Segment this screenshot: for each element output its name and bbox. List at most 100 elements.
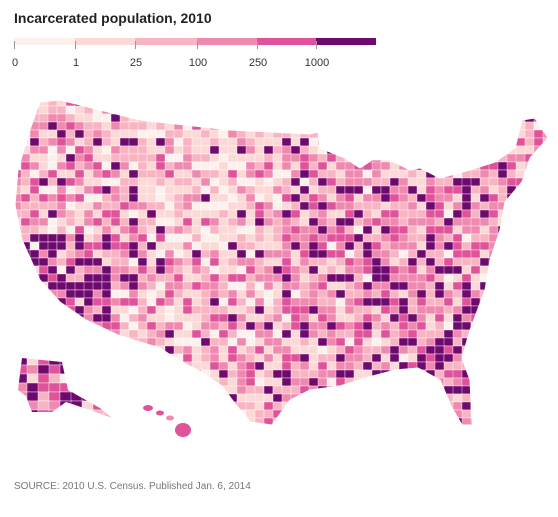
us-county-56[interactable] bbox=[515, 98, 526, 107]
us-county-33[interactable] bbox=[308, 98, 321, 107]
us-county-14[interactable] bbox=[137, 98, 150, 107]
ak-county-76[interactable] bbox=[82, 419, 94, 428]
us-county-59[interactable] bbox=[542, 98, 554, 107]
us-county-1136[interactable] bbox=[515, 241, 528, 251]
us-county-1177[interactable] bbox=[344, 249, 355, 259]
us-county-48[interactable] bbox=[443, 98, 456, 107]
us-county-2301[interactable] bbox=[200, 401, 211, 411]
us-county-2378[interactable] bbox=[353, 409, 364, 419]
us-county-1567[interactable] bbox=[74, 305, 86, 315]
us-county-1225[interactable] bbox=[236, 257, 248, 267]
us-county-1550[interactable] bbox=[461, 297, 472, 307]
us-county-1793[interactable] bbox=[488, 329, 499, 339]
us-county-1178[interactable] bbox=[353, 249, 365, 259]
us-county-1912[interactable] bbox=[479, 345, 490, 355]
us-county-923[interactable] bbox=[218, 217, 229, 227]
ak-county-54[interactable] bbox=[59, 400, 73, 411]
us-county-1101[interactable] bbox=[200, 241, 211, 251]
us-county-879[interactable] bbox=[362, 209, 373, 219]
us-county-163[interactable] bbox=[398, 113, 412, 123]
us-county-896[interactable] bbox=[515, 209, 529, 219]
us-county-100[interactable] bbox=[371, 105, 384, 115]
us-county-2277[interactable] bbox=[524, 393, 538, 403]
us-county-2169[interactable] bbox=[92, 385, 106, 395]
us-county-243[interactable] bbox=[38, 129, 49, 139]
us-county-955[interactable] bbox=[506, 217, 519, 227]
us-county-621[interactable] bbox=[200, 177, 212, 187]
us-county-1422[interactable] bbox=[389, 281, 401, 291]
us-county-2491[interactable] bbox=[291, 426, 300, 434]
us-county-875[interactable] bbox=[326, 209, 337, 219]
us-county-9[interactable] bbox=[92, 98, 105, 107]
us-county-58[interactable] bbox=[533, 98, 545, 107]
us-county-809[interactable] bbox=[272, 201, 284, 211]
us-county-1994[interactable] bbox=[137, 361, 150, 371]
us-county-657[interactable] bbox=[524, 177, 536, 187]
us-county-2338[interactable] bbox=[533, 401, 546, 411]
us-county-1851[interactable] bbox=[470, 337, 483, 347]
us-county-2313[interactable] bbox=[308, 401, 320, 411]
us-county-982[interactable] bbox=[209, 225, 220, 235]
us-county-2322[interactable] bbox=[389, 401, 401, 411]
us-county-1372[interactable] bbox=[479, 273, 493, 283]
us-county-210[interactable] bbox=[281, 121, 292, 131]
ak-county-67[interactable] bbox=[92, 409, 105, 419]
us-county-1840[interactable] bbox=[371, 337, 382, 347]
us-county-836[interactable] bbox=[515, 201, 527, 211]
us-county-2318[interactable] bbox=[353, 401, 364, 411]
us-county-342[interactable] bbox=[389, 137, 403, 147]
us-county-1741[interactable] bbox=[20, 329, 32, 339]
us-county-2459[interactable] bbox=[542, 417, 553, 426]
us-county-2037[interactable] bbox=[524, 361, 535, 371]
us-county-417[interactable] bbox=[524, 145, 535, 155]
us-county-121[interactable] bbox=[20, 113, 32, 123]
us-county-569[interactable] bbox=[272, 169, 284, 179]
us-county-1915[interactable] bbox=[506, 345, 518, 355]
us-county-2420[interactable] bbox=[191, 417, 202, 426]
us-county-638[interactable] bbox=[353, 177, 365, 187]
us-county-2275[interactable] bbox=[506, 393, 518, 403]
us-county-105[interactable] bbox=[416, 105, 427, 115]
us-county-925[interactable] bbox=[236, 217, 247, 227]
us-county-2486[interactable] bbox=[246, 426, 256, 434]
us-county-488[interactable] bbox=[83, 161, 95, 171]
us-county-1686[interactable] bbox=[65, 321, 78, 331]
us-county-2196[interactable] bbox=[335, 385, 349, 395]
us-county-291[interactable] bbox=[470, 129, 482, 139]
us-county-822[interactable] bbox=[389, 201, 401, 211]
ak-county-59[interactable] bbox=[115, 401, 128, 410]
us-county-1546[interactable] bbox=[425, 297, 436, 307]
us-county-2471[interactable] bbox=[111, 426, 122, 434]
us-county-722[interactable] bbox=[29, 193, 41, 203]
us-county-269[interactable] bbox=[272, 129, 284, 139]
us-county-99[interactable] bbox=[362, 105, 375, 115]
us-county-939[interactable] bbox=[362, 217, 373, 227]
us-county-1502[interactable] bbox=[29, 297, 41, 307]
us-county-1482[interactable] bbox=[389, 289, 401, 299]
us-county-1640[interactable] bbox=[191, 313, 202, 323]
us-county-240[interactable] bbox=[12, 129, 22, 139]
us-county-2167[interactable] bbox=[74, 385, 86, 395]
us-county-472[interactable] bbox=[479, 153, 493, 163]
us-county-2048[interactable] bbox=[83, 369, 94, 379]
us-county-1643[interactable] bbox=[218, 313, 229, 323]
us-county-2433[interactable] bbox=[308, 417, 322, 426]
us-county-904[interactable] bbox=[47, 217, 59, 227]
us-county-1106[interactable] bbox=[245, 241, 257, 251]
us-county-2435[interactable] bbox=[326, 417, 340, 426]
us-county-2403[interactable] bbox=[38, 417, 50, 426]
us-county-1721[interactable] bbox=[380, 321, 392, 331]
us-county-2467[interactable] bbox=[75, 426, 84, 434]
us-county-1147[interactable] bbox=[74, 249, 86, 259]
us-county-579[interactable] bbox=[362, 169, 374, 179]
us-county-158[interactable] bbox=[353, 113, 365, 123]
us-county-2406[interactable] bbox=[65, 417, 79, 426]
us-county-1697[interactable] bbox=[164, 321, 175, 331]
us-county-2466[interactable] bbox=[66, 426, 78, 434]
us-county-1895[interactable] bbox=[326, 345, 338, 355]
us-county-157[interactable] bbox=[344, 113, 356, 123]
us-county-119[interactable] bbox=[542, 105, 553, 115]
us-county-2514[interactable] bbox=[498, 426, 510, 434]
us-county-289[interactable] bbox=[452, 129, 466, 139]
us-county-104[interactable] bbox=[407, 105, 418, 115]
